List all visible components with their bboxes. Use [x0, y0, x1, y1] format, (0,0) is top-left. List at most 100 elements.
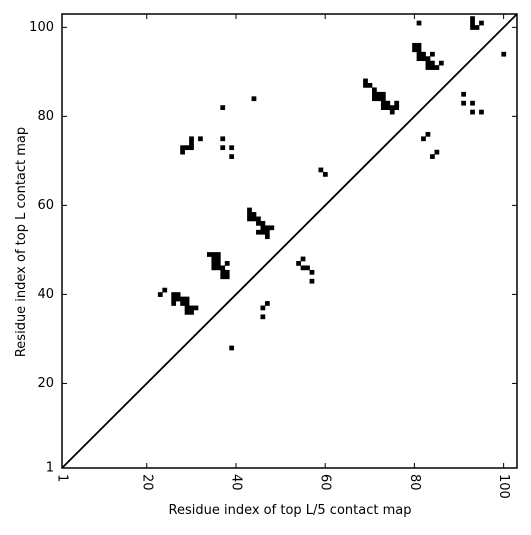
contact-cell-lower	[220, 274, 226, 280]
contact-cell-upper	[438, 60, 444, 66]
contact-cell-lower	[215, 265, 221, 271]
contact-cell-lower	[211, 265, 217, 271]
contact-cell-lower	[296, 261, 301, 266]
contact-cell-lower	[305, 265, 310, 271]
contact-cell-upper	[380, 91, 386, 97]
x-tick-label: 100	[496, 474, 511, 499]
contact-cell-upper	[372, 87, 377, 93]
contact-cell-upper	[322, 172, 328, 177]
contact-cell-lower	[211, 252, 217, 257]
contact-cell-lower	[211, 256, 217, 262]
contact-cell-upper	[363, 82, 368, 88]
contact-cell-lower	[260, 229, 266, 235]
contact-cell-upper	[380, 96, 386, 102]
x-tick-label: 60	[318, 474, 333, 491]
y-axis-label: Residue index of top L contact map	[14, 127, 29, 357]
contact-cell-upper	[380, 100, 386, 106]
contact-cell-upper	[412, 47, 417, 53]
contact-cell-lower	[309, 278, 315, 284]
contact-cell-lower	[224, 269, 230, 275]
diagonal-line	[61, 13, 518, 469]
contact-cell-upper	[479, 109, 484, 115]
contact-cell-upper	[470, 109, 475, 115]
contact-cell-lower	[260, 220, 266, 226]
contact-cell-upper	[430, 65, 435, 70]
diagonal-layer	[61, 13, 518, 469]
contact-cell-upper	[376, 91, 382, 97]
contact-cell-lower	[175, 296, 181, 302]
contact-cell-lower	[247, 212, 252, 217]
y-tick-label: 60	[37, 198, 54, 213]
contact-cell-lower	[269, 225, 275, 231]
contact-cell-upper	[425, 65, 431, 70]
contact-cell-upper	[470, 100, 475, 106]
contact-cell-lower	[421, 136, 426, 142]
contact-cell-lower	[430, 154, 435, 159]
contact-cell-lower	[425, 131, 431, 137]
contact-cell-upper	[229, 154, 235, 159]
contact-cell-upper	[189, 145, 194, 151]
contact-cell-lower	[251, 212, 257, 217]
contact-cell-upper	[385, 105, 391, 110]
contact-cell-upper	[220, 105, 226, 110]
contact-cell-lower	[264, 301, 270, 306]
contact-cell-lower	[434, 149, 440, 155]
contact-cell-upper	[180, 149, 185, 155]
contact-cell-lower	[171, 296, 177, 302]
contact-cell-upper	[372, 96, 377, 102]
contact-cell-lower	[157, 292, 163, 297]
contacts-layer	[157, 16, 507, 351]
contact-cell-lower	[220, 269, 226, 275]
contact-cell-lower	[224, 261, 230, 266]
contact-cell-upper	[180, 145, 185, 151]
x-tick-label: 20	[139, 474, 154, 491]
contact-cell-upper	[421, 56, 426, 62]
contact-cell-lower	[189, 305, 194, 311]
contact-cell-lower	[264, 234, 270, 240]
contact-cell-upper	[229, 145, 235, 151]
x-axis-label: Residue index of top L/5 contact map	[169, 503, 412, 518]
contact-cell-upper	[416, 51, 422, 57]
contact-cell-upper	[189, 136, 194, 142]
contact-cell-upper	[461, 100, 467, 106]
contact-cell-upper	[479, 20, 484, 26]
contact-cell-upper	[385, 100, 391, 106]
contact-cell-upper	[184, 145, 190, 151]
contact-cell-lower	[247, 207, 252, 213]
y-tick-label: 1	[46, 461, 54, 476]
contact-cell-upper	[394, 100, 400, 106]
contact-cell-upper	[389, 109, 395, 115]
y-tick-label: 80	[37, 109, 54, 124]
contact-cell-upper	[367, 82, 373, 88]
y-tick-label: 20	[37, 376, 54, 391]
contact-cell-lower	[309, 269, 315, 275]
y-tick-label: 40	[37, 287, 54, 302]
contact-cell-upper	[425, 60, 431, 66]
contact-cell-lower	[300, 265, 306, 271]
contact-cell-lower	[247, 216, 252, 222]
contact-cell-upper	[416, 47, 422, 53]
contact-cell-upper	[425, 56, 431, 62]
plot-frame	[61, 13, 518, 469]
contact-cell-upper	[318, 167, 324, 173]
contact-cell-lower	[184, 309, 190, 315]
contact-cell-lower	[171, 301, 177, 306]
contact-cell-upper	[430, 60, 435, 66]
contact-cell-lower	[229, 345, 235, 351]
contact-cell-lower	[251, 216, 257, 222]
contact-cell-upper	[389, 105, 395, 110]
y-tick-label: 100	[29, 20, 54, 35]
contact-cell-lower	[189, 309, 194, 315]
contact-cell-upper	[421, 51, 426, 57]
contact-cell-lower	[184, 301, 190, 306]
contact-cell-lower	[193, 305, 199, 311]
contact-cell-lower	[260, 225, 266, 231]
contact-cell-lower	[211, 261, 217, 266]
contact-cell-lower	[215, 252, 221, 257]
contact-cell-lower	[184, 305, 190, 311]
contact-cell-upper	[251, 96, 257, 102]
contact-cell-lower	[224, 274, 230, 280]
contact-cell-lower	[180, 301, 185, 306]
